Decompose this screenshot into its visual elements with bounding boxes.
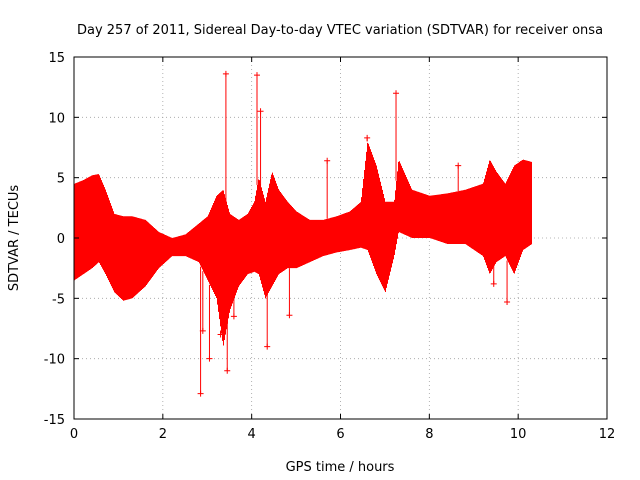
y-tick-label: 10 — [48, 111, 65, 126]
data-point — [199, 327, 206, 334]
y-tick-label: -5 — [52, 292, 65, 307]
x-tick-label: 6 — [336, 427, 344, 442]
data-point — [222, 70, 229, 77]
x-tick-label: 4 — [248, 427, 256, 442]
y-tick-label: 15 — [48, 51, 65, 66]
y-tick-label: -15 — [44, 413, 65, 428]
chart-title: Day 257 of 2011, Sidereal Day-to-day VTE… — [77, 23, 603, 38]
data-point — [253, 72, 260, 79]
data-point — [504, 298, 511, 305]
x-tick-label: 10 — [510, 427, 527, 442]
data-point — [257, 108, 264, 115]
data-point — [490, 280, 497, 287]
data-point — [393, 90, 400, 97]
x-axis-label: GPS time / hours — [286, 460, 395, 475]
data-point — [324, 157, 331, 164]
data-point — [286, 312, 293, 319]
data-point — [224, 367, 231, 374]
plot-frame — [73, 56, 608, 420]
x-tick-label: 12 — [599, 427, 616, 442]
axes: 0 2 4 6 8 10 12 -15 -10 -5 0 5 10 15 — [44, 51, 616, 442]
data-point — [364, 134, 371, 141]
y-tick-label: 0 — [57, 232, 65, 247]
data-point — [455, 162, 462, 169]
x-tick-label: 2 — [159, 427, 167, 442]
y-tick-label: 5 — [57, 172, 65, 187]
data-point — [230, 313, 237, 320]
data-point — [217, 331, 224, 338]
x-tick-label: 0 — [70, 427, 78, 442]
data-layer — [74, 70, 532, 397]
data-point — [264, 343, 271, 350]
data-point — [517, 165, 524, 172]
data-band — [74, 142, 532, 346]
x-tick-label: 8 — [425, 427, 433, 442]
outlier-points — [197, 70, 524, 397]
data-point — [206, 355, 213, 362]
y-tick-label: -10 — [44, 353, 65, 368]
y-axis-label: SDTVAR / TECUs — [7, 185, 22, 292]
data-point — [197, 390, 204, 397]
